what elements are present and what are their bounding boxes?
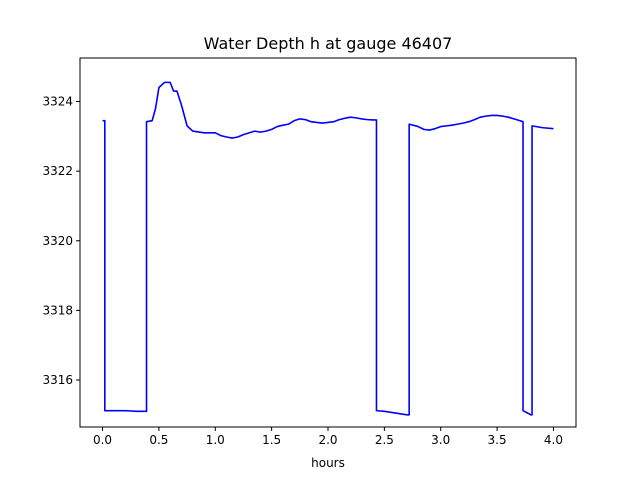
- x-tick-label: 0.0: [93, 433, 112, 447]
- x-tick-label: 3.5: [488, 433, 507, 447]
- plot-area: [102, 81, 554, 416]
- chart-title: Water Depth h at gauge 46407: [204, 34, 453, 53]
- y-tick-label: 3320: [42, 234, 73, 248]
- x-tick-label: 1.0: [206, 433, 225, 447]
- y-tick-label: 3318: [42, 303, 73, 317]
- x-axis-label: hours: [311, 456, 345, 470]
- series-line-0: [102, 81, 554, 416]
- y-axis-ticks: 3316 3318 3320 3322 3324: [42, 95, 80, 387]
- x-tick-label: 3.0: [431, 433, 450, 447]
- x-tick-label: 2.5: [375, 433, 394, 447]
- x-tick-label: 2.0: [318, 433, 337, 447]
- x-axis-ticks: 0.0 0.5 1.0 1.5 2.0 2.5 3.0 3.5 4.0: [93, 427, 563, 447]
- y-tick-label: 3324: [42, 95, 73, 109]
- plot-frame: [79, 57, 577, 428]
- x-tick-label: 4.0: [544, 433, 563, 447]
- x-tick-label: 1.5: [262, 433, 281, 447]
- y-tick-label: 3322: [42, 164, 73, 178]
- y-tick-label: 3316: [42, 373, 73, 387]
- x-tick-label: 0.5: [149, 433, 168, 447]
